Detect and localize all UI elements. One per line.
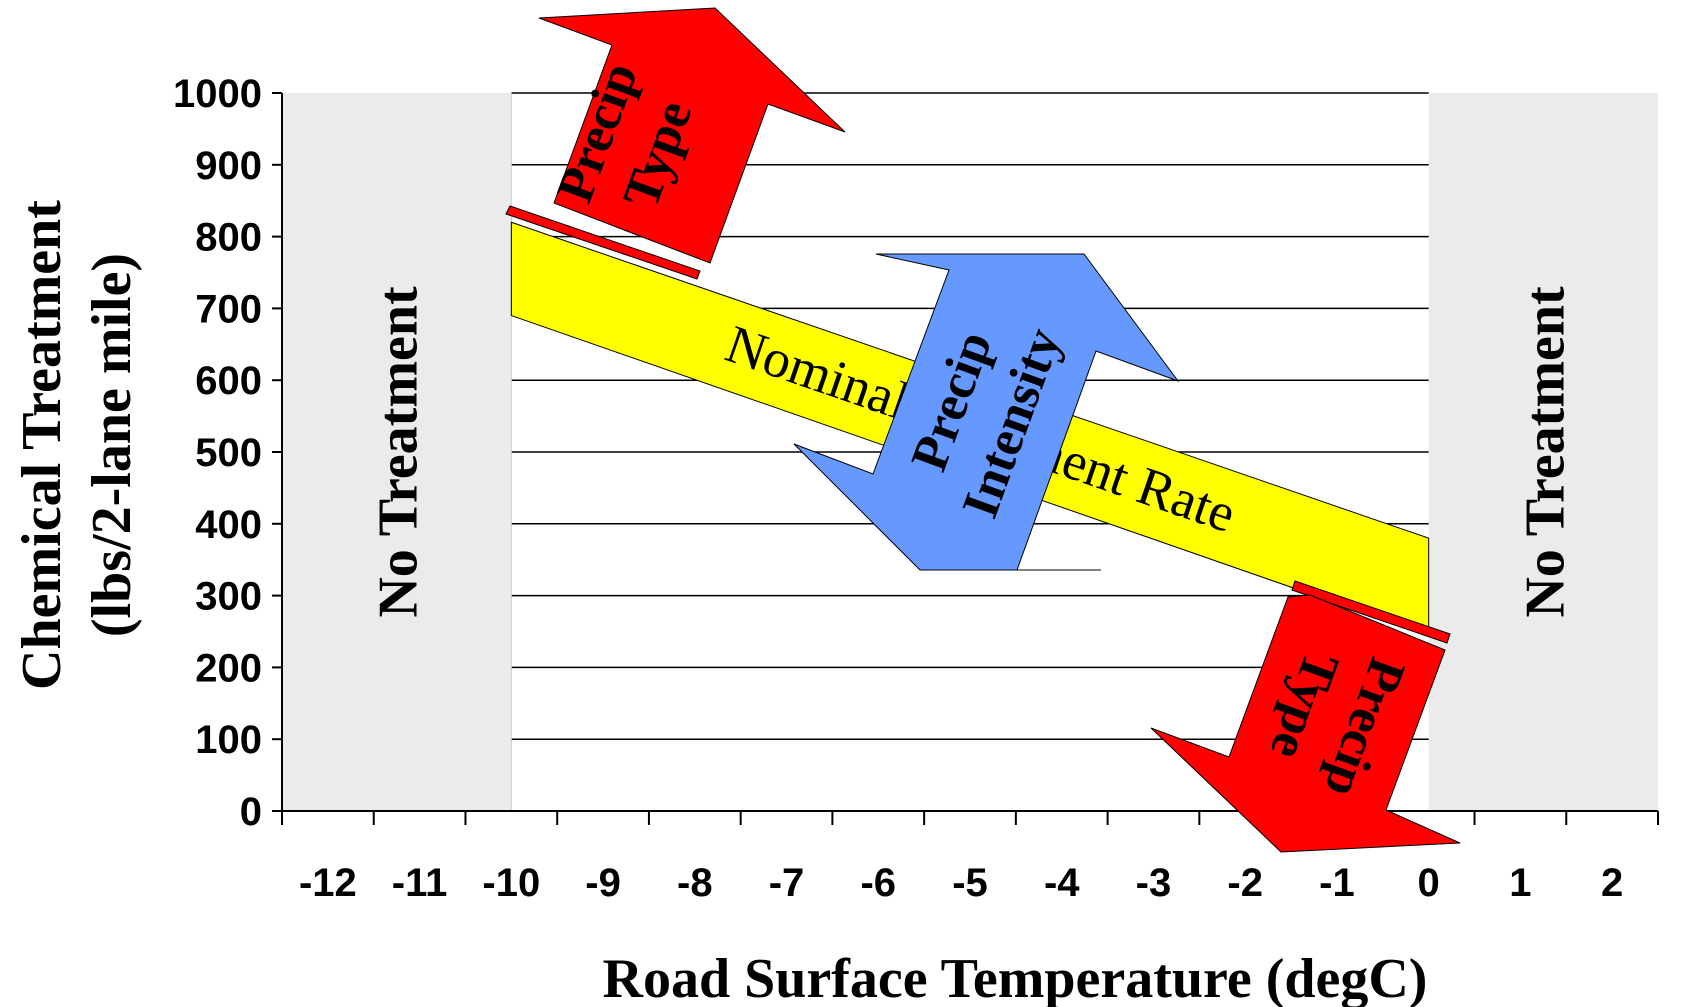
y-tick-label: 300 xyxy=(195,575,262,619)
no-treatment-label-right: No Treatment xyxy=(1514,286,1576,618)
y-tick-label: 900 xyxy=(195,144,262,188)
y-tick-label: 600 xyxy=(195,359,262,403)
y-tick-label: 1000 xyxy=(173,72,262,116)
x-tick-label: -8 xyxy=(677,861,713,905)
precip-type-up-shape xyxy=(538,7,846,264)
x-tick-label: -11 xyxy=(392,861,448,905)
y-tick-label: 500 xyxy=(195,431,262,475)
x-tick-label: -2 xyxy=(1227,861,1263,905)
y-tick-label: 0 xyxy=(240,790,262,834)
precip-type-down-shape xyxy=(1150,594,1461,853)
x-tick-label: -7 xyxy=(769,861,805,905)
x-tick-label: 1 xyxy=(1509,861,1531,905)
y-axis-title-line2: (lbs/2-lane mile) xyxy=(81,253,143,637)
x-tick-labels: -12 -11 -10 -9 -8 -7 -6 -5 -4 -3 -2 -1 0 1 2 xyxy=(299,861,1623,905)
y-tick-labels: 0 100 200 300 400 500 600 700 800 900 1000 xyxy=(173,72,262,834)
no-treatment-zone-right xyxy=(1428,93,1658,811)
precip-type-down-arrow: Precip Type xyxy=(1150,580,1461,853)
x-tick-label: -3 xyxy=(1136,861,1172,905)
y-tick-label: 700 xyxy=(195,287,262,331)
y-tick-label: 800 xyxy=(195,216,262,260)
y-tick-label: 100 xyxy=(195,718,262,762)
x-axis-title: Road Surface Temperature (degC) xyxy=(603,948,1428,1007)
x-tick-label: -9 xyxy=(585,861,621,905)
x-tick-label: -6 xyxy=(860,861,896,905)
no-treatment-label-left: No Treatment xyxy=(368,286,430,618)
precip-intensity-shape xyxy=(793,253,1180,571)
precip-type-down-strip xyxy=(1291,580,1451,644)
y-tick-label: 200 xyxy=(195,646,262,690)
x-tick-label: -10 xyxy=(482,861,540,905)
axes xyxy=(272,92,1659,825)
x-tick-label: 0 xyxy=(1418,861,1440,905)
no-treatment-zones xyxy=(282,93,1658,811)
y-tick-label: 400 xyxy=(195,503,262,547)
x-tick-label: -12 xyxy=(299,861,357,905)
x-tick-label: -5 xyxy=(952,861,988,905)
x-tick-label: 2 xyxy=(1601,861,1623,905)
x-tick-label: -1 xyxy=(1319,861,1355,905)
y-axis-title-line1: Chemical Treatment xyxy=(11,200,73,690)
x-tick-label: -4 xyxy=(1044,861,1080,905)
precip-type-up-strip xyxy=(505,205,701,280)
no-treatment-zone-left xyxy=(282,93,512,811)
